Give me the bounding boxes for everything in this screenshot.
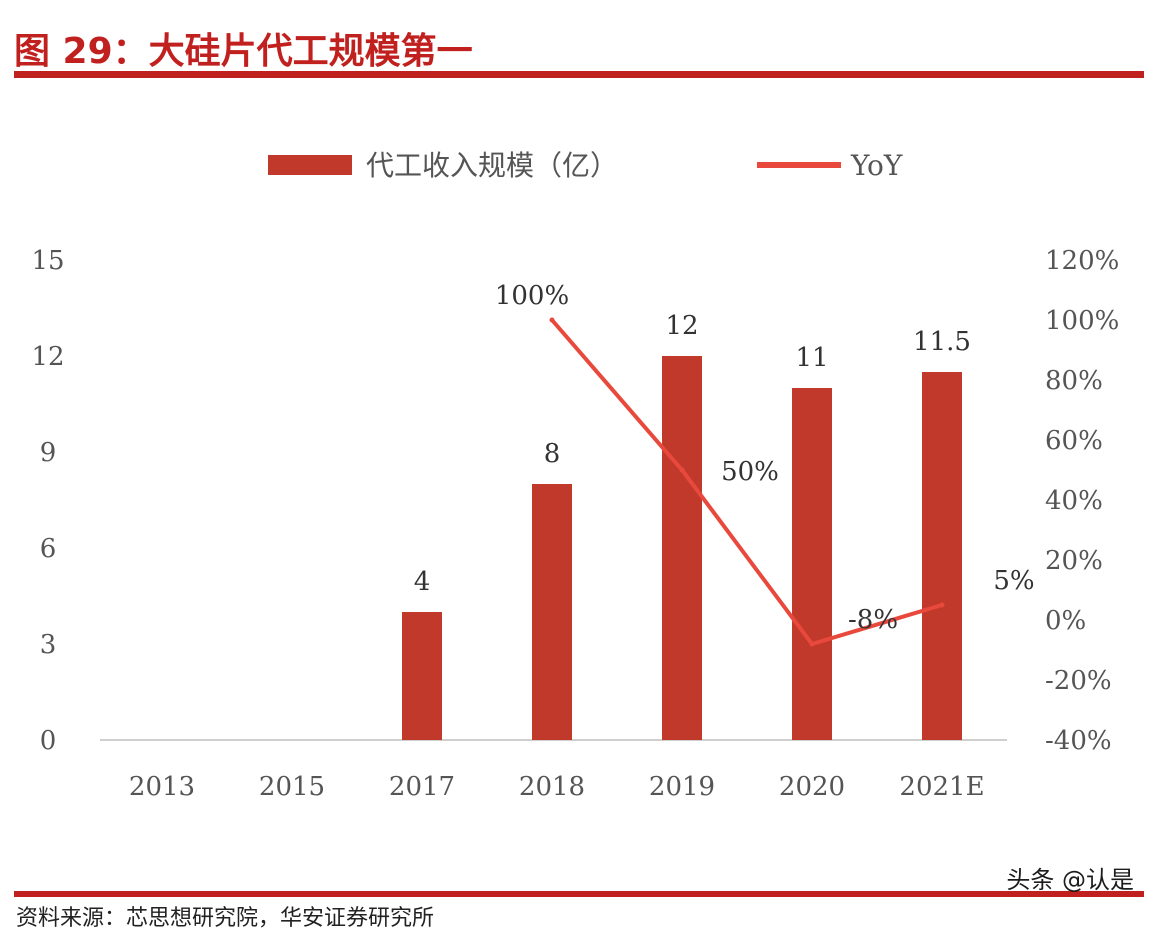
bar-label-2019: 12	[665, 311, 698, 341]
y-axis-left: 0 3 6 9 12 15	[31, 246, 64, 756]
bar-2021E	[922, 372, 962, 740]
y-right-tick-5: 60%	[1045, 426, 1103, 456]
yoy-data-labels: 100% 50% -8% 5%	[495, 281, 1035, 635]
x-tick-2018: 2018	[519, 772, 585, 802]
yoy-label-2021E: 5%	[993, 566, 1034, 596]
legend-bar-label: 代工收入规模（亿）	[366, 149, 618, 182]
legend-line-label: YoY	[850, 149, 903, 182]
x-tick-2020: 2020	[779, 772, 845, 802]
x-tick-2015: 2015	[259, 772, 325, 802]
y-right-tick-8: 120%	[1045, 246, 1119, 276]
bar-label-2021E: 11.5	[913, 327, 971, 357]
yoy-point-2019	[679, 467, 685, 473]
bar-2017	[402, 612, 442, 740]
bar-2019	[662, 356, 702, 740]
y-right-tick-3: 20%	[1045, 546, 1103, 576]
footer-divider	[14, 891, 1144, 897]
yoy-label-2019: 50%	[721, 457, 779, 487]
bar-data-labels: 4 8 12 11 11.5	[414, 311, 971, 597]
bar-2018	[532, 484, 572, 740]
source-note: 资料来源：芯思想研究院，华安证券研究所	[16, 906, 435, 931]
y-right-tick-7: 100%	[1045, 306, 1119, 336]
title-divider	[14, 71, 1144, 78]
watermark: 头条 @认是	[1006, 866, 1134, 894]
yoy-point-2020	[809, 641, 815, 647]
y-left-tick-4: 12	[31, 342, 64, 372]
y-left-tick-2: 6	[40, 534, 57, 564]
figure-title: 图 29：大硅片代工规模第一	[14, 31, 473, 72]
y-left-tick-1: 3	[40, 630, 57, 660]
x-tick-2013: 2013	[129, 772, 195, 802]
y-left-tick-5: 15	[31, 246, 64, 276]
y-right-tick-4: 40%	[1045, 486, 1103, 516]
yoy-label-2018: 100%	[495, 281, 569, 311]
x-tick-2021E: 2021E	[899, 772, 984, 802]
bar-label-2018: 8	[544, 439, 561, 469]
yoy-series	[549, 317, 945, 647]
y-right-tick-1: -20%	[1045, 666, 1112, 696]
bar-series	[402, 356, 962, 740]
y-right-tick-6: 80%	[1045, 366, 1103, 396]
yoy-line	[550, 318, 943, 646]
y-right-tick-2: 0%	[1045, 606, 1086, 636]
x-tick-2019: 2019	[649, 772, 715, 802]
x-axis: 2013 2015 2017 2018 2019 2020 2021E	[129, 772, 985, 802]
y-axis-right: -40% -20% 0% 20% 40% 60% 80% 100% 120%	[1045, 246, 1119, 756]
yoy-point-2018	[549, 317, 555, 323]
bar-line-chart: 代工收入规模（亿） YoY 0 3 6 9 12 15 -40% -20% 0% 20% 40% 6…	[31, 149, 1119, 802]
yoy-label-2020: -8%	[848, 605, 898, 635]
y-right-tick-0: -40%	[1045, 726, 1112, 756]
bar-2020	[792, 388, 832, 740]
y-left-tick-3: 9	[40, 438, 57, 468]
yoy-point-2021E	[939, 602, 945, 608]
y-left-tick-0: 0	[40, 726, 57, 756]
bar-label-2020: 11	[795, 343, 828, 373]
bar-label-2017: 4	[414, 567, 431, 597]
legend-bar-swatch	[268, 155, 352, 175]
x-tick-2017: 2017	[389, 772, 455, 802]
legend: 代工收入规模（亿） YoY	[268, 149, 903, 182]
